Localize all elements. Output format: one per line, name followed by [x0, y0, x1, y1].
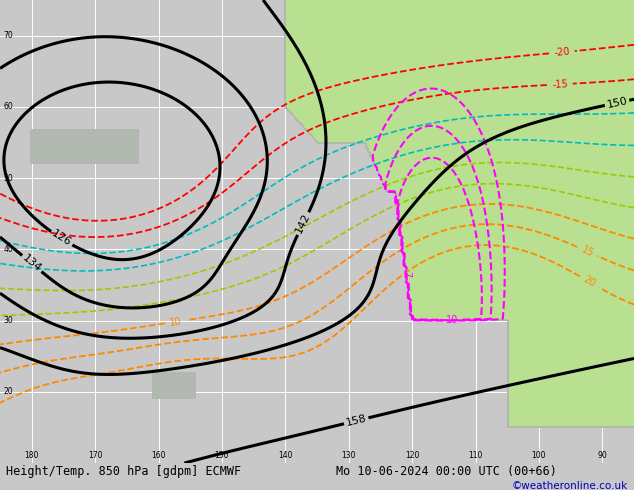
Text: 90: 90	[597, 451, 607, 460]
Text: 60: 60	[3, 102, 13, 111]
Text: 134: 134	[20, 253, 43, 274]
Text: 130: 130	[342, 451, 356, 460]
Text: 30: 30	[3, 316, 13, 325]
Text: 100: 100	[532, 451, 546, 460]
Text: 120: 120	[405, 451, 419, 460]
Text: 150: 150	[215, 451, 229, 460]
Text: -15: -15	[552, 79, 568, 90]
Text: 110: 110	[469, 451, 482, 460]
Text: 10: 10	[169, 316, 183, 327]
Text: 158: 158	[345, 414, 368, 428]
Text: 142: 142	[294, 212, 313, 235]
Text: ©weatheronline.co.uk: ©weatheronline.co.uk	[512, 481, 628, 490]
Text: 40: 40	[3, 245, 13, 254]
Text: 126: 126	[50, 229, 73, 248]
Text: 140: 140	[278, 451, 292, 460]
Text: 20: 20	[3, 387, 13, 396]
Text: -20: -20	[553, 47, 570, 58]
Text: 50: 50	[3, 173, 13, 183]
Text: 180: 180	[25, 451, 39, 460]
Text: 7: 7	[401, 271, 411, 278]
Text: Mo 10-06-2024 00:00 UTC (00+66): Mo 10-06-2024 00:00 UTC (00+66)	[336, 466, 557, 478]
Text: 10: 10	[446, 315, 458, 325]
Text: 150: 150	[605, 96, 628, 110]
Text: 70: 70	[3, 31, 13, 40]
Text: 170: 170	[88, 451, 102, 460]
Text: Height/Temp. 850 hPa [gdpm] ECMWF: Height/Temp. 850 hPa [gdpm] ECMWF	[6, 466, 242, 478]
Text: 20: 20	[581, 274, 597, 290]
Text: 15: 15	[579, 245, 595, 259]
Text: 160: 160	[152, 451, 165, 460]
